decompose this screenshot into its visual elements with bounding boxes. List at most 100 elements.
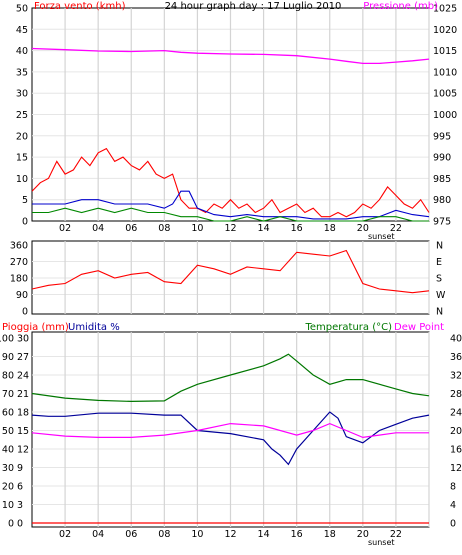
y-tick-label: 90 [16,290,28,301]
y-tick-label: 985 [433,174,451,185]
y-tick-label: 0 [22,307,28,318]
y-tick-label: 12 [450,463,462,474]
direzione-vento-line [31,249,430,294]
y-tick-label: 990 [433,153,451,164]
temperatura-line [31,353,430,403]
y-tick-label: 40 [16,46,28,57]
x-tick-label: 22 [390,529,402,540]
x-tick-label: 16 [291,529,303,540]
wind-series [31,47,430,222]
umidita-line [31,411,430,466]
wind-grid [32,8,430,221]
y-tick-label: 100 [0,334,14,345]
y-tick-label: 180 [10,274,28,285]
dewpoint-axis-label: Dew Point [394,322,444,333]
y-tick-label: 975 [433,217,451,228]
x-tick-label: 22 [390,223,402,234]
y-tick-label: 36 [450,352,462,363]
y-tick-label: 4 [450,500,456,511]
x-tick-label: 16 [291,223,303,234]
direction-series [31,249,430,294]
y-tick-label: 50 [16,4,28,15]
y-tick-label: 1025 [433,4,457,15]
y-tick-label: 1015 [433,46,457,57]
y-tick-label: 25 [16,110,28,121]
x-tick-label: 18 [324,529,336,540]
x-tick-label: 20 [357,529,369,540]
y-tick-label: 16 [450,445,462,456]
y-tick-label: 28 [450,389,462,400]
pressione-line [31,47,430,65]
y-tick-label: 80 [2,371,14,382]
y-tick-label: 24 [17,371,29,382]
direction-grid [32,241,430,314]
y-tick-label: 6 [17,482,23,493]
x-tick-label: 06 [125,223,137,234]
y-tick-label: 980 [433,195,451,206]
temp-series [31,353,430,524]
y-tick-label: N [436,307,443,318]
y-tick-label: 30 [16,89,28,100]
pressure-axis-label: Pressione (mb) [363,1,438,12]
y-tick-label: 9 [17,463,23,474]
y-tick-label: 20 [2,482,14,493]
y-tick-label: 3 [17,500,23,511]
y-tick-label: 40 [2,445,14,456]
y-tick-label: 15 [17,426,29,437]
y-tick-label: E [436,257,442,268]
sunset-label-2: sunset [368,538,395,547]
y-tick-label: 0 [450,519,456,530]
y-tick-label: 20 [16,131,28,142]
x-tick-label: 20 [357,223,369,234]
y-tick-label: 0 [22,217,28,228]
x-tick-label: 02 [59,529,71,540]
y-tick-label: 27 [17,352,29,363]
y-tick-label: 0 [8,519,14,530]
dew-point-line [31,422,429,439]
vento-medio-line [32,190,430,220]
y-tick-label: 360 [10,241,28,252]
y-tick-label: 995 [433,131,451,142]
y-tick-label: 12 [17,445,29,456]
wind-ticks: 0510152025303540455097598098599099510001… [16,4,457,235]
y-tick-label: 60 [2,408,14,419]
temp-humidity-panel: 0102030405060708090100036912151821242730… [0,322,462,547]
y-tick-label: 0 [17,519,23,530]
rain-axis-label: Pioggia (mm) [2,322,69,333]
y-tick-label: S [436,274,442,285]
temp-grid [32,332,430,527]
y-tick-label: 10 [2,500,14,511]
y-tick-label: 270 [10,257,28,268]
y-tick-label: 1005 [433,89,457,100]
y-tick-label: 10 [16,174,28,185]
wind-pressure-panel: 0510152025303540455097598098599099510001… [16,1,457,241]
y-tick-label: 8 [450,482,456,493]
y-tick-label: 1020 [433,25,457,36]
x-tick-label: 02 [59,223,71,234]
y-tick-label: 40 [450,334,462,345]
y-tick-label: 35 [16,67,28,78]
y-tick-label: 70 [2,389,14,400]
x-tick-label: 18 [324,223,336,234]
y-tick-label: 18 [17,408,29,419]
y-tick-label: 90 [2,352,14,363]
x-tick-label: 08 [158,223,170,234]
y-tick-label: N [436,241,443,252]
x-tick-label: 14 [258,223,270,234]
y-tick-label: 15 [16,153,28,164]
humidity-axis-label: Umidita % [68,322,120,333]
sunset-label-1: sunset [368,232,395,241]
wind-left-axis-label: Forza vento (kmh) [34,1,126,12]
y-tick-label: 5 [22,195,28,206]
y-tick-label: 21 [17,389,29,400]
y-tick-label: 1000 [433,110,457,121]
y-tick-label: 30 [2,463,14,474]
y-tick-label: 30 [17,334,29,345]
y-tick-label: 50 [2,426,14,437]
chart-title: 24 hour graph day : 17 Luglio 2010 [165,1,342,12]
x-tick-label: 14 [258,529,270,540]
temp-ticks: 0102030405060708090100036912151821242730… [0,334,462,541]
x-tick-label: 12 [224,529,236,540]
